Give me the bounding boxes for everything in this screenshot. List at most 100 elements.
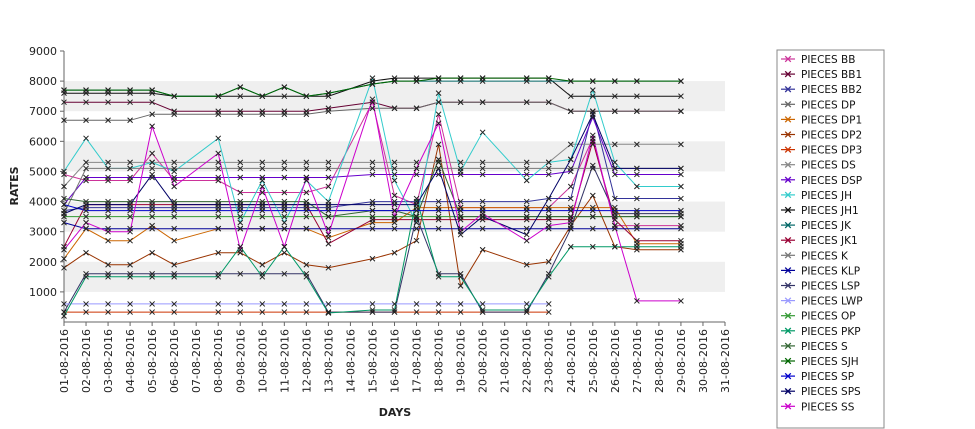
x-axis-title: DAYS (379, 406, 412, 419)
data-point (259, 301, 266, 307)
data-point (369, 81, 376, 87)
data-point (678, 243, 684, 250)
data-point (457, 207, 464, 214)
data-point (523, 307, 530, 313)
data-point (413, 309, 420, 315)
data-point (369, 207, 376, 214)
data-point (589, 138, 596, 145)
data-point (259, 93, 266, 100)
data-point (105, 201, 111, 208)
data-point (391, 159, 398, 166)
data-point (435, 156, 442, 163)
data-point (479, 309, 486, 315)
legend-marker (784, 312, 792, 319)
data-point (611, 108, 618, 115)
data-point (589, 225, 596, 232)
data-point (678, 183, 684, 190)
legend-label: PIECES DSP (801, 175, 862, 187)
data-point (281, 309, 288, 315)
data-point (105, 207, 111, 214)
x-tick-label: 14-08-2016 (344, 329, 357, 393)
data-point (61, 99, 67, 106)
data-point (678, 298, 684, 304)
data-point (303, 201, 310, 208)
data-point (545, 309, 552, 315)
data-point (281, 213, 288, 220)
legend-item: PIECES DP3 (781, 145, 862, 157)
data-point (215, 249, 222, 256)
data-point (127, 159, 133, 166)
legend-item: PIECES DSP (781, 175, 862, 187)
data-point (171, 174, 178, 181)
data-point (171, 225, 178, 232)
data-point (127, 201, 133, 208)
data-point (127, 228, 133, 235)
data-point (391, 165, 398, 172)
data-point (545, 171, 552, 178)
data-point (149, 150, 155, 157)
data-point (237, 111, 244, 118)
x-tick-label: 13-08-2016 (322, 329, 335, 393)
data-point (678, 78, 684, 84)
legend-marker (784, 101, 792, 108)
data-point (259, 159, 266, 166)
data-point (105, 117, 111, 124)
data-point (589, 132, 596, 139)
data-point (259, 213, 266, 220)
data-point (435, 207, 442, 214)
data-point (325, 165, 332, 172)
x-tick-label: 24-08-2016 (565, 329, 578, 393)
data-point (545, 258, 552, 265)
data-point (678, 141, 684, 148)
data-point (237, 270, 244, 277)
x-tick-label: 21-08-2016 (499, 329, 512, 393)
legend-marker (784, 372, 792, 380)
data-point (259, 207, 266, 214)
data-point (259, 189, 266, 196)
data-point (678, 237, 684, 244)
data-point (611, 195, 618, 202)
data-point (634, 298, 640, 304)
data-point (589, 78, 596, 84)
data-point (281, 270, 288, 277)
data-point (325, 264, 332, 271)
data-point (634, 225, 640, 232)
data-point (611, 141, 618, 148)
data-point (611, 213, 618, 220)
data-point (149, 198, 155, 205)
data-point (237, 159, 244, 166)
legend-label: PIECES DP2 (801, 130, 862, 142)
legend-marker (784, 221, 792, 229)
data-point (435, 120, 442, 127)
data-point (413, 213, 420, 220)
y-tick-label: 6000 (29, 135, 57, 148)
legend-marker (784, 387, 792, 395)
data-point (215, 225, 222, 232)
data-point (149, 301, 155, 307)
data-point (413, 195, 420, 202)
legend-item: PIECES SJH (781, 356, 859, 368)
data-point (634, 93, 640, 100)
legend-marker (784, 236, 792, 244)
data-point (611, 207, 618, 214)
legend-marker (784, 403, 792, 410)
data-point (457, 198, 464, 205)
data-point (303, 261, 310, 268)
data-point (523, 198, 530, 205)
data-point (634, 141, 640, 148)
data-point (457, 273, 464, 280)
data-point (259, 273, 266, 280)
data-point (391, 301, 398, 307)
data-point (237, 207, 244, 214)
legend-label: PIECES BB2 (801, 84, 862, 96)
x-tick-label: 16-08-2016 (389, 329, 402, 393)
data-point (171, 183, 178, 190)
data-point (83, 87, 89, 93)
legend-item: PIECES SS (781, 401, 855, 413)
data-point (369, 225, 376, 232)
data-point (259, 225, 266, 232)
data-point (215, 174, 222, 181)
y-tick-label: 5000 (29, 165, 57, 178)
legend-item: PIECES LWP (781, 296, 863, 308)
